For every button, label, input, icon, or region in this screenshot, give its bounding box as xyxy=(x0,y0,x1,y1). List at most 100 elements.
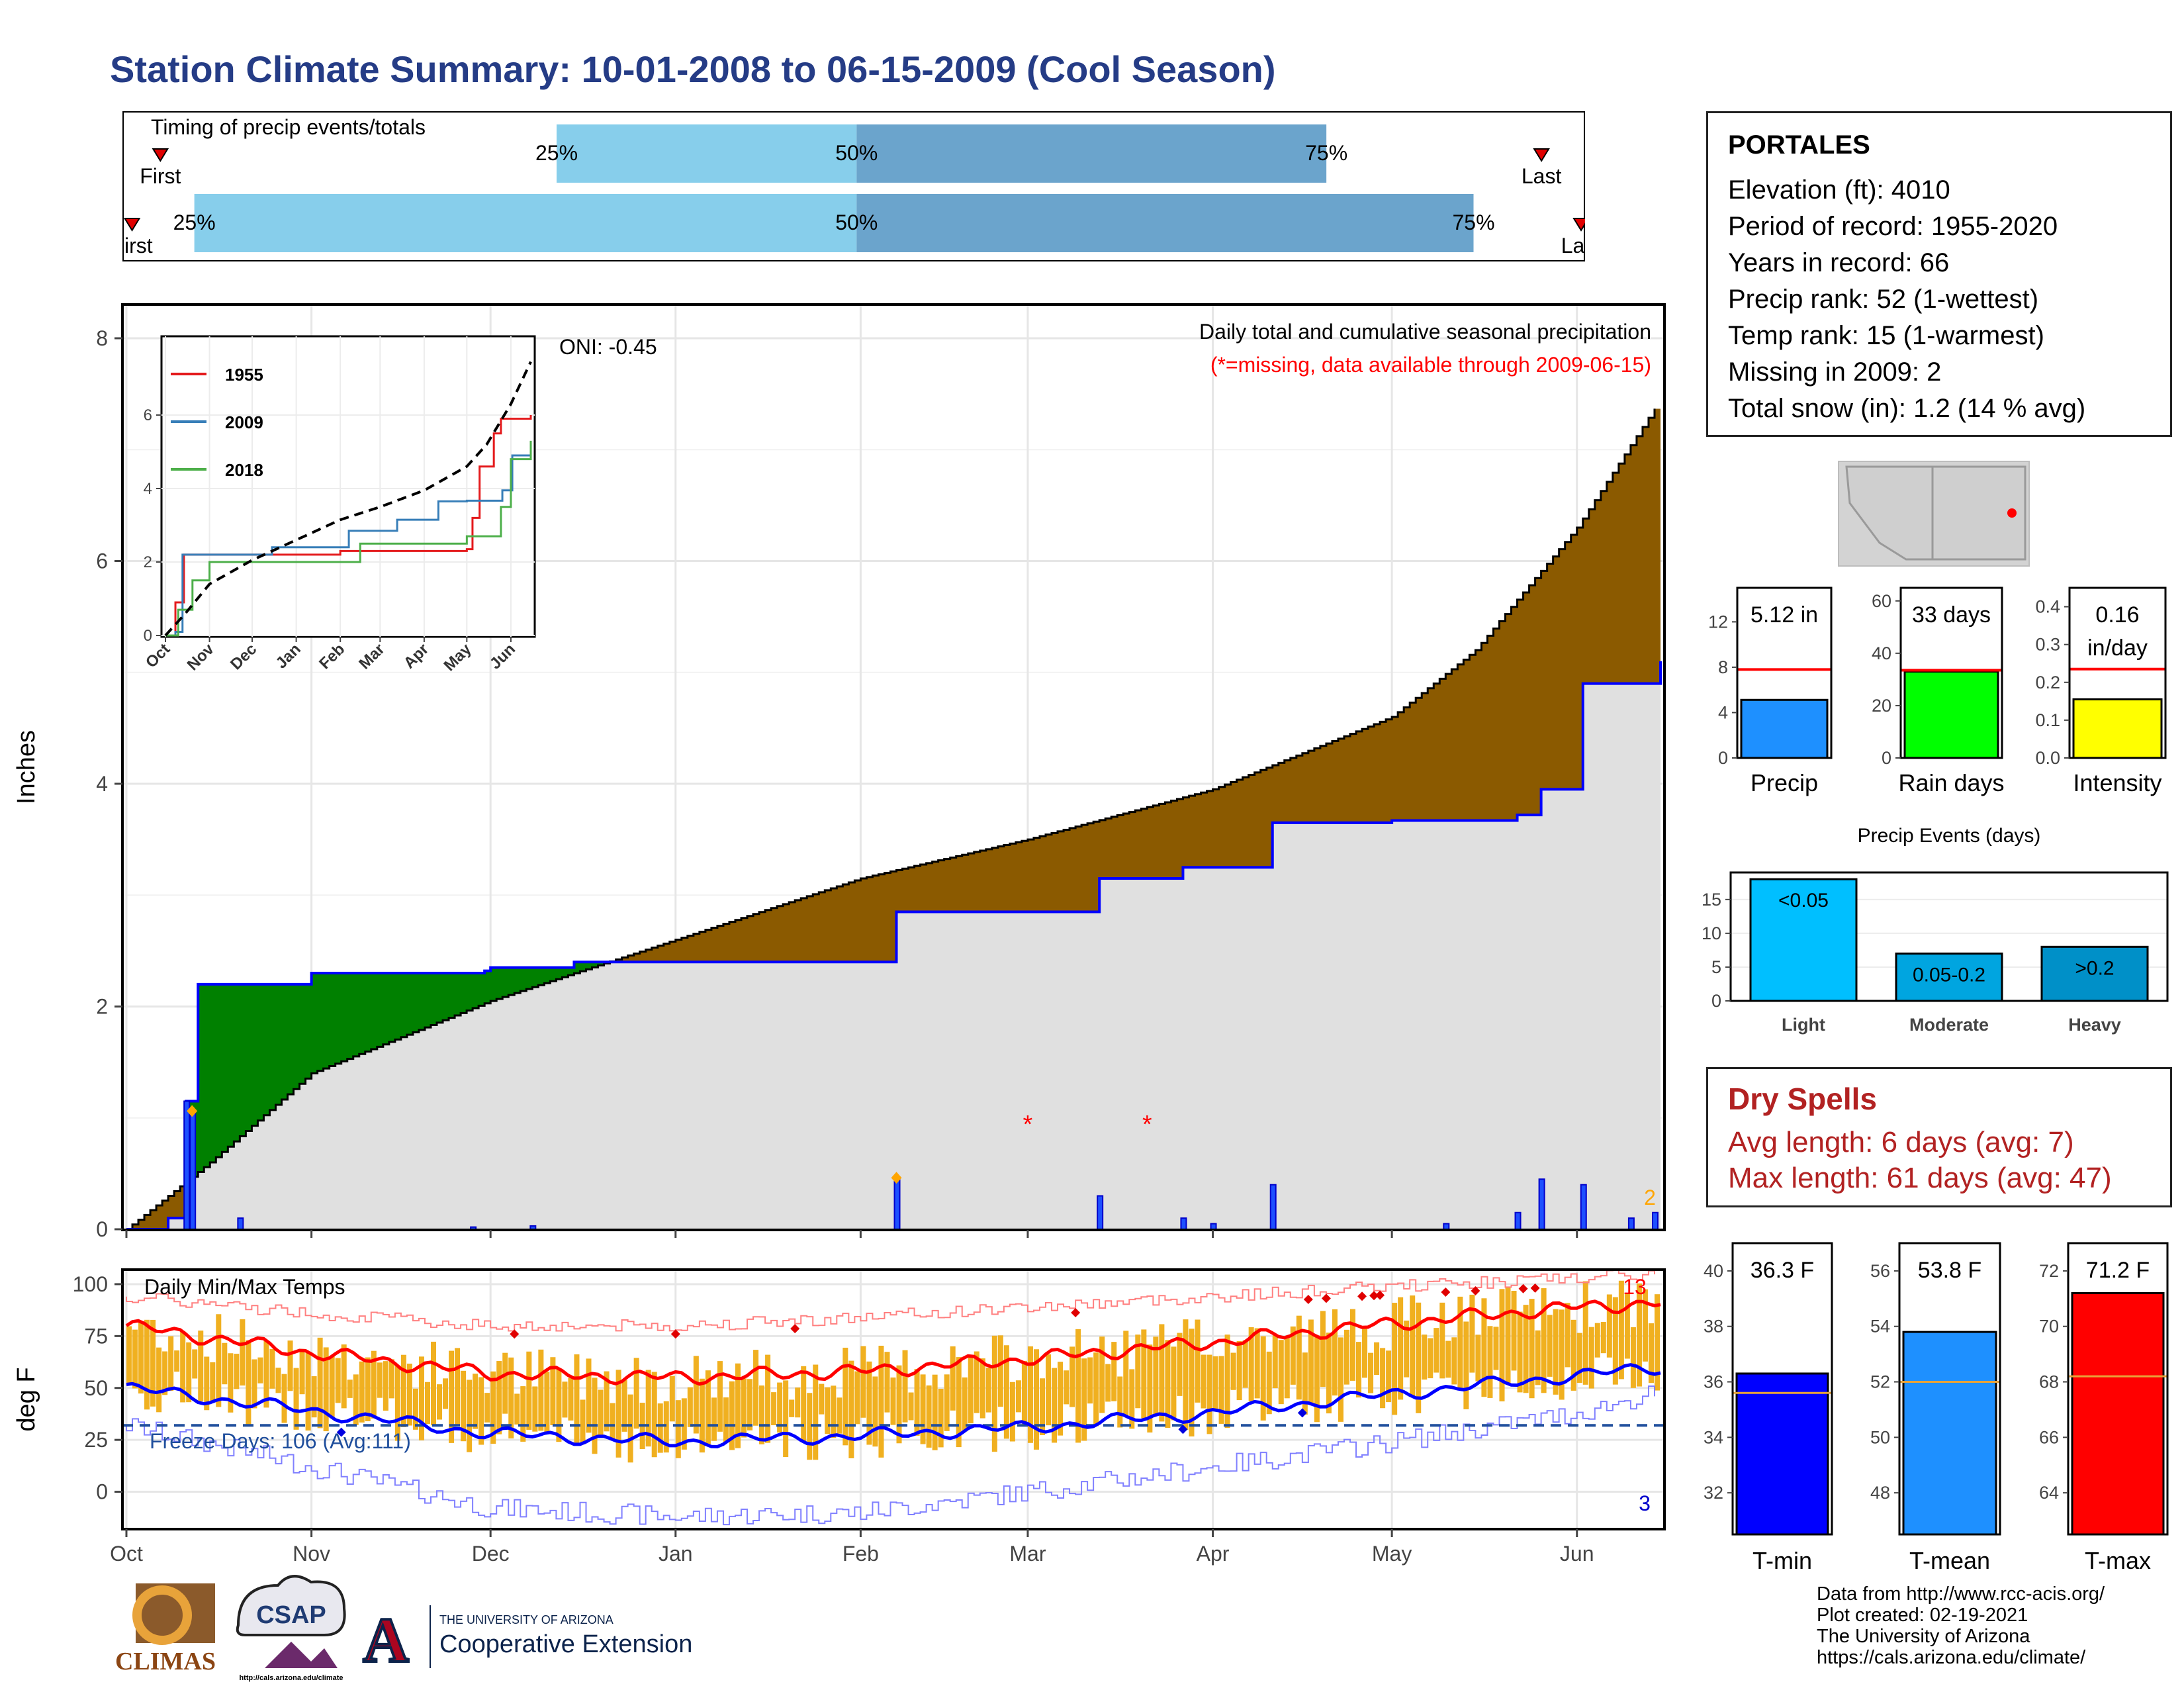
temps-daily-bar xyxy=(1642,1289,1648,1362)
temps-daily-bar xyxy=(1326,1333,1332,1414)
temps-daily-bar xyxy=(383,1361,388,1411)
temps-daily-bar xyxy=(1600,1322,1606,1354)
credits: Data from http://www.rcc-acis.org/ Plot … xyxy=(1817,1583,2105,1668)
inset-legend-label: 2018 xyxy=(225,460,263,480)
temps-daily-bar xyxy=(132,1329,138,1389)
temps-daily-bar xyxy=(985,1367,991,1413)
temps-daily-bar xyxy=(1230,1352,1236,1390)
temps-x-tick-label: Jan xyxy=(659,1542,693,1566)
temps-daily-bar xyxy=(455,1348,461,1427)
dry-spells-avg: Avg length: 6 days (avg: 7) xyxy=(1728,1126,2074,1158)
page-title: Station Climate Summary: 10-01-2008 to 0… xyxy=(110,48,1276,90)
inset-y-tick-label: 6 xyxy=(144,406,152,424)
ua-logo-bg xyxy=(363,1610,409,1656)
station-snow: Total snow (in): 1.2 (14 % avg) xyxy=(1728,394,2086,423)
timing-q75-label: 75% xyxy=(1452,211,1494,234)
temps-daily-bar xyxy=(1523,1305,1529,1393)
precip-y-tick-label: 0 xyxy=(96,1217,108,1241)
events-bar-label: >0.2 xyxy=(2075,957,2114,979)
temps-daily-bar xyxy=(394,1365,400,1441)
temp-summary-panels: 32 34 36 38 40 36.3 F T-min 48 50 52 54 56 53.8 F T-m… xyxy=(1704,1242,2169,1574)
temps-daily-bar xyxy=(1547,1315,1553,1377)
summary-y-tick-label: 8 xyxy=(1718,657,1728,677)
temps-daily-bar xyxy=(347,1380,353,1398)
temps-daily-bar xyxy=(1009,1382,1015,1442)
temps-daily-bar xyxy=(592,1378,598,1454)
temps-freeze-label: Freeze Days: 106 (Avg:111) xyxy=(150,1429,411,1453)
temps-daily-bar xyxy=(669,1376,675,1422)
temps-daily-bar xyxy=(210,1362,216,1403)
precip-missing-marker: * xyxy=(1142,1111,1152,1139)
summary-panel-name: Intensity xyxy=(2073,769,2161,796)
temps-daily-bar xyxy=(550,1357,556,1426)
temps-daily-bar xyxy=(1511,1290,1517,1371)
precip-deficit-area xyxy=(132,408,1661,1229)
temps-daily-bar xyxy=(574,1354,580,1445)
temps-x-tick-label: Dec xyxy=(472,1542,510,1566)
timing-q25-label: 25% xyxy=(173,211,216,234)
temps-daily-bar xyxy=(777,1382,783,1433)
temps-daily-bar xyxy=(1302,1352,1308,1415)
temps-daily-bar xyxy=(246,1340,251,1425)
temps-record-high-marker xyxy=(1375,1290,1385,1300)
temps-x-tick-label: Nov xyxy=(293,1542,330,1566)
precip-daily-bar xyxy=(1097,1195,1104,1231)
temps-record-high-marker xyxy=(1321,1293,1331,1303)
temps-record-high-marker xyxy=(790,1324,800,1334)
temps-daily-bar xyxy=(1499,1289,1505,1402)
temps-daily-bar xyxy=(174,1350,180,1372)
temps-daily-bar xyxy=(1045,1354,1052,1426)
temps-daily-bar xyxy=(1576,1333,1582,1383)
precip-daily-bar xyxy=(1580,1184,1587,1230)
credit-plot-created: Plot created: 02-19-2021 xyxy=(1817,1605,2028,1626)
temps-daily-bar xyxy=(150,1319,156,1407)
station-missing: Missing in 2009: 2 xyxy=(1728,357,1942,387)
temps-daily-bar xyxy=(997,1335,1003,1407)
station-years: Years in record: 66 xyxy=(1728,248,1950,277)
timing-q50-75-bar xyxy=(856,194,1474,252)
summary-y-tick-label: 0.3 xyxy=(2035,635,2060,655)
precip-daily-bar xyxy=(1443,1223,1450,1231)
precip-title: Daily total and cumulative seasonal prec… xyxy=(1199,320,1651,344)
temps-daily-bar xyxy=(329,1356,335,1417)
temps-daily-bar xyxy=(896,1365,902,1444)
inset-frame xyxy=(160,335,536,638)
temps-daily-bar xyxy=(1242,1340,1248,1388)
csap-mountain-icon xyxy=(265,1642,338,1668)
temps-daily-bar xyxy=(633,1358,639,1429)
temps-daily-bar xyxy=(878,1345,884,1458)
precip-snow-marker xyxy=(891,1172,902,1184)
temps-daily-bar xyxy=(323,1347,329,1432)
temps-record-high-marker xyxy=(1369,1291,1379,1301)
temps-daily-bar xyxy=(1278,1340,1284,1405)
temps-daily-bar xyxy=(1541,1288,1547,1393)
temps-daily-bar xyxy=(412,1388,418,1430)
temps-daily-bar xyxy=(257,1357,263,1383)
temps-daily-bar xyxy=(1039,1378,1045,1435)
precip-2009-cumulative-line xyxy=(126,661,1662,1231)
timing-q50-75-bar xyxy=(856,124,1327,183)
temps-daily-bar xyxy=(711,1397,717,1441)
precip-y-tick-label: 4 xyxy=(96,772,108,796)
temps-daily-bar xyxy=(604,1371,610,1432)
summary-y-tick-label: 0.0 xyxy=(2035,748,2060,768)
dry-spells-box: Dry Spells Avg length: 6 days (avg: 7) M… xyxy=(1706,1067,2172,1207)
temps-daily-bar xyxy=(1248,1327,1254,1401)
temps-daily-bar xyxy=(1428,1338,1433,1379)
temps-daily-bar xyxy=(562,1382,568,1418)
map-states xyxy=(1845,465,2026,561)
temps-daily-bar xyxy=(1081,1358,1087,1441)
temps-daily-bar xyxy=(287,1340,293,1391)
temps-daily-bar xyxy=(473,1374,478,1429)
summary-y-tick-label: 36 xyxy=(1704,1372,1723,1392)
timing-q75-label: 75% xyxy=(1305,141,1347,165)
precip-snow-marker xyxy=(187,1105,198,1117)
temps-daily-bar xyxy=(1003,1345,1009,1439)
summary-y-tick-label: 0 xyxy=(1718,748,1728,768)
summary-y-tick-label: 34 xyxy=(1704,1427,1723,1447)
temps-daily-bar xyxy=(228,1353,234,1413)
temps-daily-bar xyxy=(615,1370,621,1458)
temps-daily-bar xyxy=(657,1403,663,1453)
precip-events-panel: Precip Events (days) <0.05 Light 0.05-0.2 Mo… xyxy=(1702,825,2169,1035)
